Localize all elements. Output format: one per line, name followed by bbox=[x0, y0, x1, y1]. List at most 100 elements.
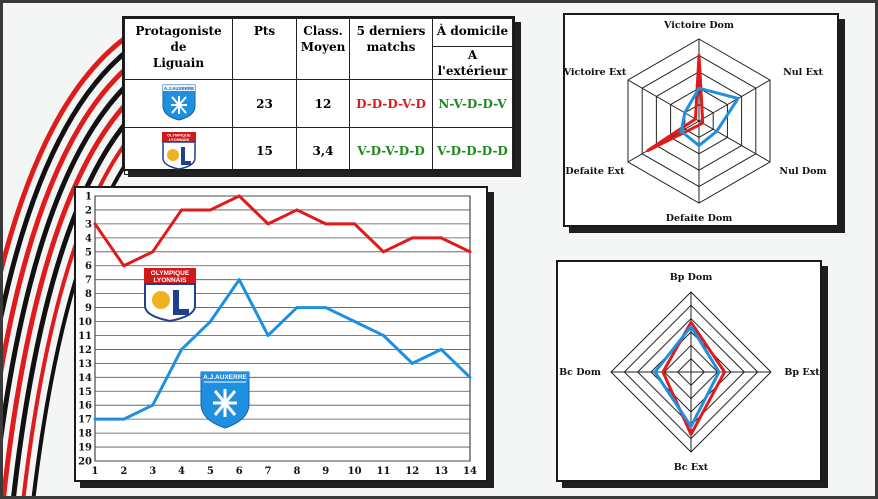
y-tick-label: 16 bbox=[78, 401, 92, 412]
x-tick-label: 10 bbox=[348, 466, 362, 477]
radar-spoke bbox=[627, 79, 700, 122]
data-point bbox=[410, 236, 414, 240]
header-pts-label: Pts bbox=[253, 24, 276, 38]
x-tick-label: 9 bbox=[322, 466, 329, 477]
x-tick-label: 14 bbox=[463, 466, 477, 477]
goals-radar-chart: Bp Dom Bp Ext Bc Ext Bc Dom bbox=[559, 272, 820, 473]
data-point bbox=[353, 222, 357, 226]
data-point bbox=[122, 417, 126, 421]
data-point bbox=[468, 375, 472, 379]
auxerre-derniers: D-D-D-V-D bbox=[349, 79, 433, 128]
lyon-venue: V-D-D-D-D bbox=[432, 127, 513, 175]
lyon-derniers: V-D-V-D-D bbox=[349, 127, 433, 175]
y-tick-label: 5 bbox=[85, 247, 92, 258]
data-point bbox=[266, 333, 270, 337]
series-line-auxerre bbox=[95, 278, 472, 421]
auxerre-chart-logo-label: A.J.AUXERRE bbox=[203, 374, 247, 381]
lyon-class: 3,4 bbox=[296, 127, 350, 175]
data-point bbox=[439, 236, 443, 240]
radar-series-lyon bbox=[646, 53, 705, 153]
auxerre-logo-cell: A.J.AUXERRE bbox=[124, 79, 233, 128]
y-tick-label: 1 bbox=[85, 192, 92, 203]
x-tick-label: 13 bbox=[434, 466, 448, 477]
lyon-chart-logo-label-bottom: LYONNAIS bbox=[154, 277, 188, 284]
x-tick-label: 8 bbox=[293, 466, 300, 477]
x-tick-label: 2 bbox=[120, 466, 127, 477]
data-point bbox=[208, 208, 212, 212]
y-tick-label: 4 bbox=[85, 233, 92, 244]
lyon-chart-logo: OLYMPIQUE LYONNAIS bbox=[144, 268, 196, 323]
y-tick-label: 17 bbox=[78, 415, 92, 426]
data-point bbox=[381, 333, 385, 337]
radar-axis-label: Nul Dom bbox=[779, 166, 826, 177]
radar-axis-label: Defaite Ext bbox=[565, 166, 625, 177]
auxerre-logo-label: A.J.AUXERRE bbox=[163, 86, 193, 91]
y-tick-label: 15 bbox=[78, 387, 92, 398]
data-point bbox=[122, 264, 126, 268]
y-tick-label: 8 bbox=[85, 289, 92, 300]
radar-series-auxerre bbox=[653, 324, 721, 428]
y-tick-label: 18 bbox=[78, 429, 92, 440]
y-tick-label: 2 bbox=[85, 205, 92, 216]
radar-axis-label: Bc Ext bbox=[674, 462, 709, 473]
auxerre-class: 12 bbox=[296, 79, 350, 128]
data-point bbox=[295, 208, 299, 212]
data-point bbox=[180, 208, 184, 212]
y-tick-label: 11 bbox=[78, 331, 92, 342]
goals-radar-panel: Bp Dom Bp Ext Bc Ext Bc Dom bbox=[556, 260, 822, 482]
data-point bbox=[237, 278, 241, 282]
auxerre-logo: A.J.AUXERRE bbox=[162, 84, 195, 121]
y-tick-label: 13 bbox=[78, 359, 92, 370]
data-point bbox=[381, 250, 385, 254]
data-point bbox=[468, 250, 472, 254]
header-derniers-label: 5 derniers matchs bbox=[356, 24, 426, 54]
auxerre-chart-logo: A.J.AUXERRE bbox=[200, 371, 250, 429]
data-point bbox=[439, 347, 443, 351]
radar-spoke bbox=[698, 79, 771, 122]
x-tick-label: 6 bbox=[236, 466, 243, 477]
y-tick-label: 20 bbox=[78, 457, 92, 468]
y-tick-label: 14 bbox=[78, 373, 92, 384]
data-point bbox=[295, 306, 299, 310]
x-tick-label: 11 bbox=[377, 466, 391, 477]
y-tick-label: 3 bbox=[85, 219, 92, 230]
header-domicile: À domicile bbox=[432, 18, 513, 47]
x-tick-label: 3 bbox=[149, 466, 156, 477]
y-tick-label: 6 bbox=[85, 261, 92, 272]
y-tick-label: 9 bbox=[85, 303, 92, 314]
stats-table-panel: Protagoniste de Liguain Pts Class. Moyen… bbox=[122, 16, 515, 175]
x-tick-label: 7 bbox=[265, 466, 272, 477]
header-pts: Pts bbox=[232, 18, 297, 80]
lyon-logo-cell: OLYMPIQUE LYONNAIS bbox=[124, 127, 233, 175]
header-exterieur: A l'extérieur bbox=[432, 46, 513, 80]
data-point bbox=[324, 222, 328, 226]
lyon-logo-label-top: OLYMPIQUE bbox=[167, 132, 191, 137]
x-tick-label: 12 bbox=[405, 466, 419, 477]
plot-area bbox=[94, 195, 471, 462]
radar-axis-label: Nul Ext bbox=[783, 67, 823, 78]
y-tick-label: 19 bbox=[78, 443, 92, 454]
results-radar-panel: Victoire Dom Nul Ext Nul Dom Defaite Dom Def… bbox=[563, 13, 839, 227]
radar-series-lyon bbox=[661, 320, 727, 436]
header-derniers: 5 derniers matchs bbox=[349, 18, 433, 80]
lyon-logo-label-bottom: LYONNAIS bbox=[168, 137, 189, 142]
radar-axis-label: Victoire Ext bbox=[565, 67, 627, 78]
y-tick-label: 12 bbox=[78, 345, 92, 356]
radar-axis-label: Defaite Dom bbox=[666, 213, 733, 224]
table-row-auxerre: A.J.AUXERRE 23 12 D-D-D-V-D N-V-D-D-V bbox=[124, 79, 513, 128]
data-point bbox=[180, 347, 184, 351]
header-protagoniste-label: Protagoniste de Liguain bbox=[135, 24, 222, 70]
data-point bbox=[353, 320, 357, 324]
table-row-lyon: OLYMPIQUE LYONNAIS 15 3,4 V-D-V-D-D V-D-… bbox=[124, 127, 513, 175]
radar-axis-label: Victoire Dom bbox=[663, 20, 734, 31]
data-point bbox=[93, 222, 97, 226]
lyon-chart-logo-label-top: OLYMPIQUE bbox=[151, 270, 190, 277]
header-domicile-label: À domicile bbox=[436, 24, 509, 38]
x-tick-label: 1 bbox=[92, 466, 99, 477]
y-tick-label: 7 bbox=[85, 275, 92, 286]
data-point bbox=[208, 320, 212, 324]
data-point bbox=[324, 306, 328, 310]
series-line-lyon bbox=[93, 194, 471, 268]
